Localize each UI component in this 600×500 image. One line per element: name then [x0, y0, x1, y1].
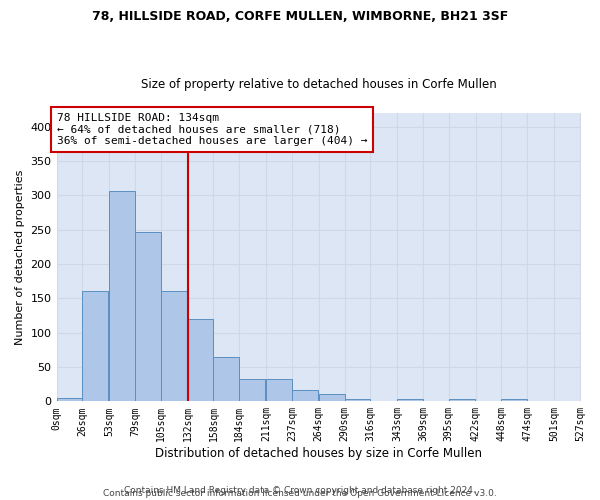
- Bar: [449, 400, 475, 402]
- Title: Size of property relative to detached houses in Corfe Mullen: Size of property relative to detached ho…: [141, 78, 497, 91]
- Bar: [109, 190, 135, 402]
- Bar: [56, 398, 82, 402]
- Bar: [188, 319, 214, 402]
- Bar: [239, 380, 265, 402]
- X-axis label: Distribution of detached houses by size in Corfe Mullen: Distribution of detached houses by size …: [155, 447, 482, 460]
- Bar: [344, 400, 370, 402]
- Bar: [135, 232, 161, 402]
- Bar: [502, 400, 527, 402]
- Text: 78, HILLSIDE ROAD, CORFE MULLEN, WIMBORNE, BH21 3SF: 78, HILLSIDE ROAD, CORFE MULLEN, WIMBORN…: [92, 10, 508, 23]
- Text: Contains HM Land Registry data © Crown copyright and database right 2024.: Contains HM Land Registry data © Crown c…: [124, 486, 476, 495]
- Bar: [266, 380, 292, 402]
- Text: 78 HILLSIDE ROAD: 134sqm
← 64% of detached houses are smaller (718)
36% of semi-: 78 HILLSIDE ROAD: 134sqm ← 64% of detach…: [56, 113, 367, 146]
- Bar: [161, 292, 187, 402]
- Bar: [292, 390, 318, 402]
- Bar: [82, 292, 108, 402]
- Bar: [397, 400, 423, 402]
- Y-axis label: Number of detached properties: Number of detached properties: [15, 170, 25, 345]
- Text: Contains public sector information licensed under the Open Government Licence v3: Contains public sector information licen…: [103, 488, 497, 498]
- Bar: [214, 356, 239, 402]
- Bar: [319, 394, 344, 402]
